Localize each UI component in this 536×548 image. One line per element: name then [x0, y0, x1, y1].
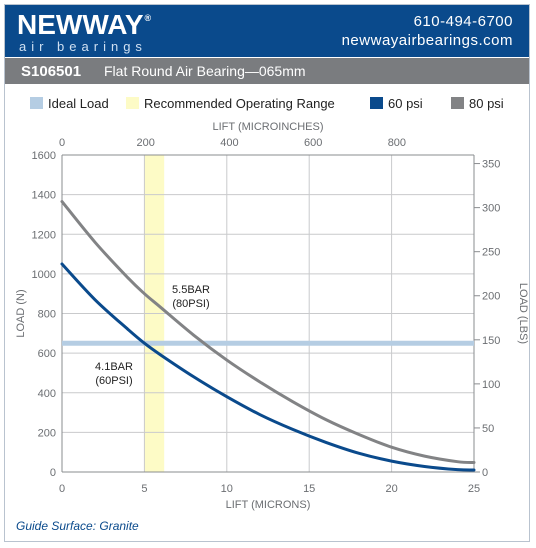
y-tick-label: 1200 [32, 229, 56, 241]
logo-tagline: air bearings [19, 39, 147, 54]
y2-tick-label: 150 [482, 335, 500, 347]
logo-wordmark: NEWWAY [17, 9, 144, 40]
legend-swatch-80psi [451, 97, 464, 109]
y-tick-label: 1400 [32, 190, 56, 202]
y-tick-label: 600 [38, 348, 56, 360]
y2-tick-label: 250 [482, 247, 500, 259]
phone-number: 610-494-6700 [413, 13, 513, 30]
product-code: S106501 [21, 63, 82, 80]
title-bar: S106501 Flat Round Air Bearing—065mm [5, 58, 529, 84]
x-tick-label: 10 [221, 483, 233, 495]
y-tick-label: 400 [38, 388, 56, 400]
x-tick-label: 15 [303, 483, 315, 495]
x2-tick-label: 400 [220, 137, 238, 149]
annotation-80psi-bar: 5.5BAR [172, 284, 210, 296]
y2-tick-label: 300 [482, 203, 500, 215]
y2-tick-label: 100 [482, 379, 500, 391]
legend-label: Recommended Operating Range [144, 96, 335, 111]
x2-tick-label: 800 [388, 137, 406, 149]
x-tick-label: 5 [141, 483, 147, 495]
y-tick-label: 1600 [32, 150, 56, 162]
series-line-60psi [60, 262, 476, 472]
y-axis-title: LOAD (N) [15, 289, 27, 337]
legend-label: 60 psi [388, 96, 423, 111]
x2-tick-label: 200 [137, 137, 155, 149]
brand-header: NEWWAY® air bearings 610-494-6700 newway… [5, 5, 529, 57]
x-tick-label: 0 [59, 483, 65, 495]
brand-logo[interactable]: NEWWAY® [17, 9, 151, 41]
y2-tick-label: 350 [482, 159, 500, 171]
legend-swatch-recommended-range [126, 97, 139, 109]
x-tick-label: 20 [385, 483, 397, 495]
y-tick-label: 0 [50, 467, 56, 479]
registered-mark: ® [144, 13, 152, 23]
guide-surface-note: Guide Surface: Granite [16, 519, 139, 533]
x2-tick-label: 0 [59, 137, 65, 149]
annotation-80psi-psi: (80PSI) [172, 298, 209, 310]
y-tick-label: 800 [38, 309, 56, 321]
product-name: Flat Round Air Bearing—065mm [104, 63, 306, 79]
annotation-60psi-bar: 4.1BAR [95, 361, 133, 373]
chart-frame [4, 4, 530, 542]
legend-label: 80 psi [469, 96, 504, 111]
x2-tick-label: 600 [304, 137, 322, 149]
y2-tick-label: 200 [482, 291, 500, 303]
y2-tick-label: 50 [482, 423, 494, 435]
y2-tick-label: 0 [482, 467, 488, 479]
x-tick-label: 25 [468, 483, 480, 495]
x-axis-title: LIFT (MICRONS) [226, 499, 311, 511]
annotation-60psi-psi: (60PSI) [95, 375, 132, 387]
legend-swatch-ideal-load [30, 97, 43, 109]
x2-axis-title: LIFT (MICROINCHES) [212, 121, 323, 133]
y-tick-label: 1000 [32, 269, 56, 281]
y2-axis-title: LOAD (LBS) [517, 283, 529, 344]
legend-label: Ideal Load [48, 96, 109, 111]
website-link[interactable]: newwayairbearings.com [341, 32, 513, 49]
series-line-80psi [60, 200, 476, 464]
y-tick-label: 200 [38, 427, 56, 439]
legend-swatch-60psi [370, 97, 383, 109]
